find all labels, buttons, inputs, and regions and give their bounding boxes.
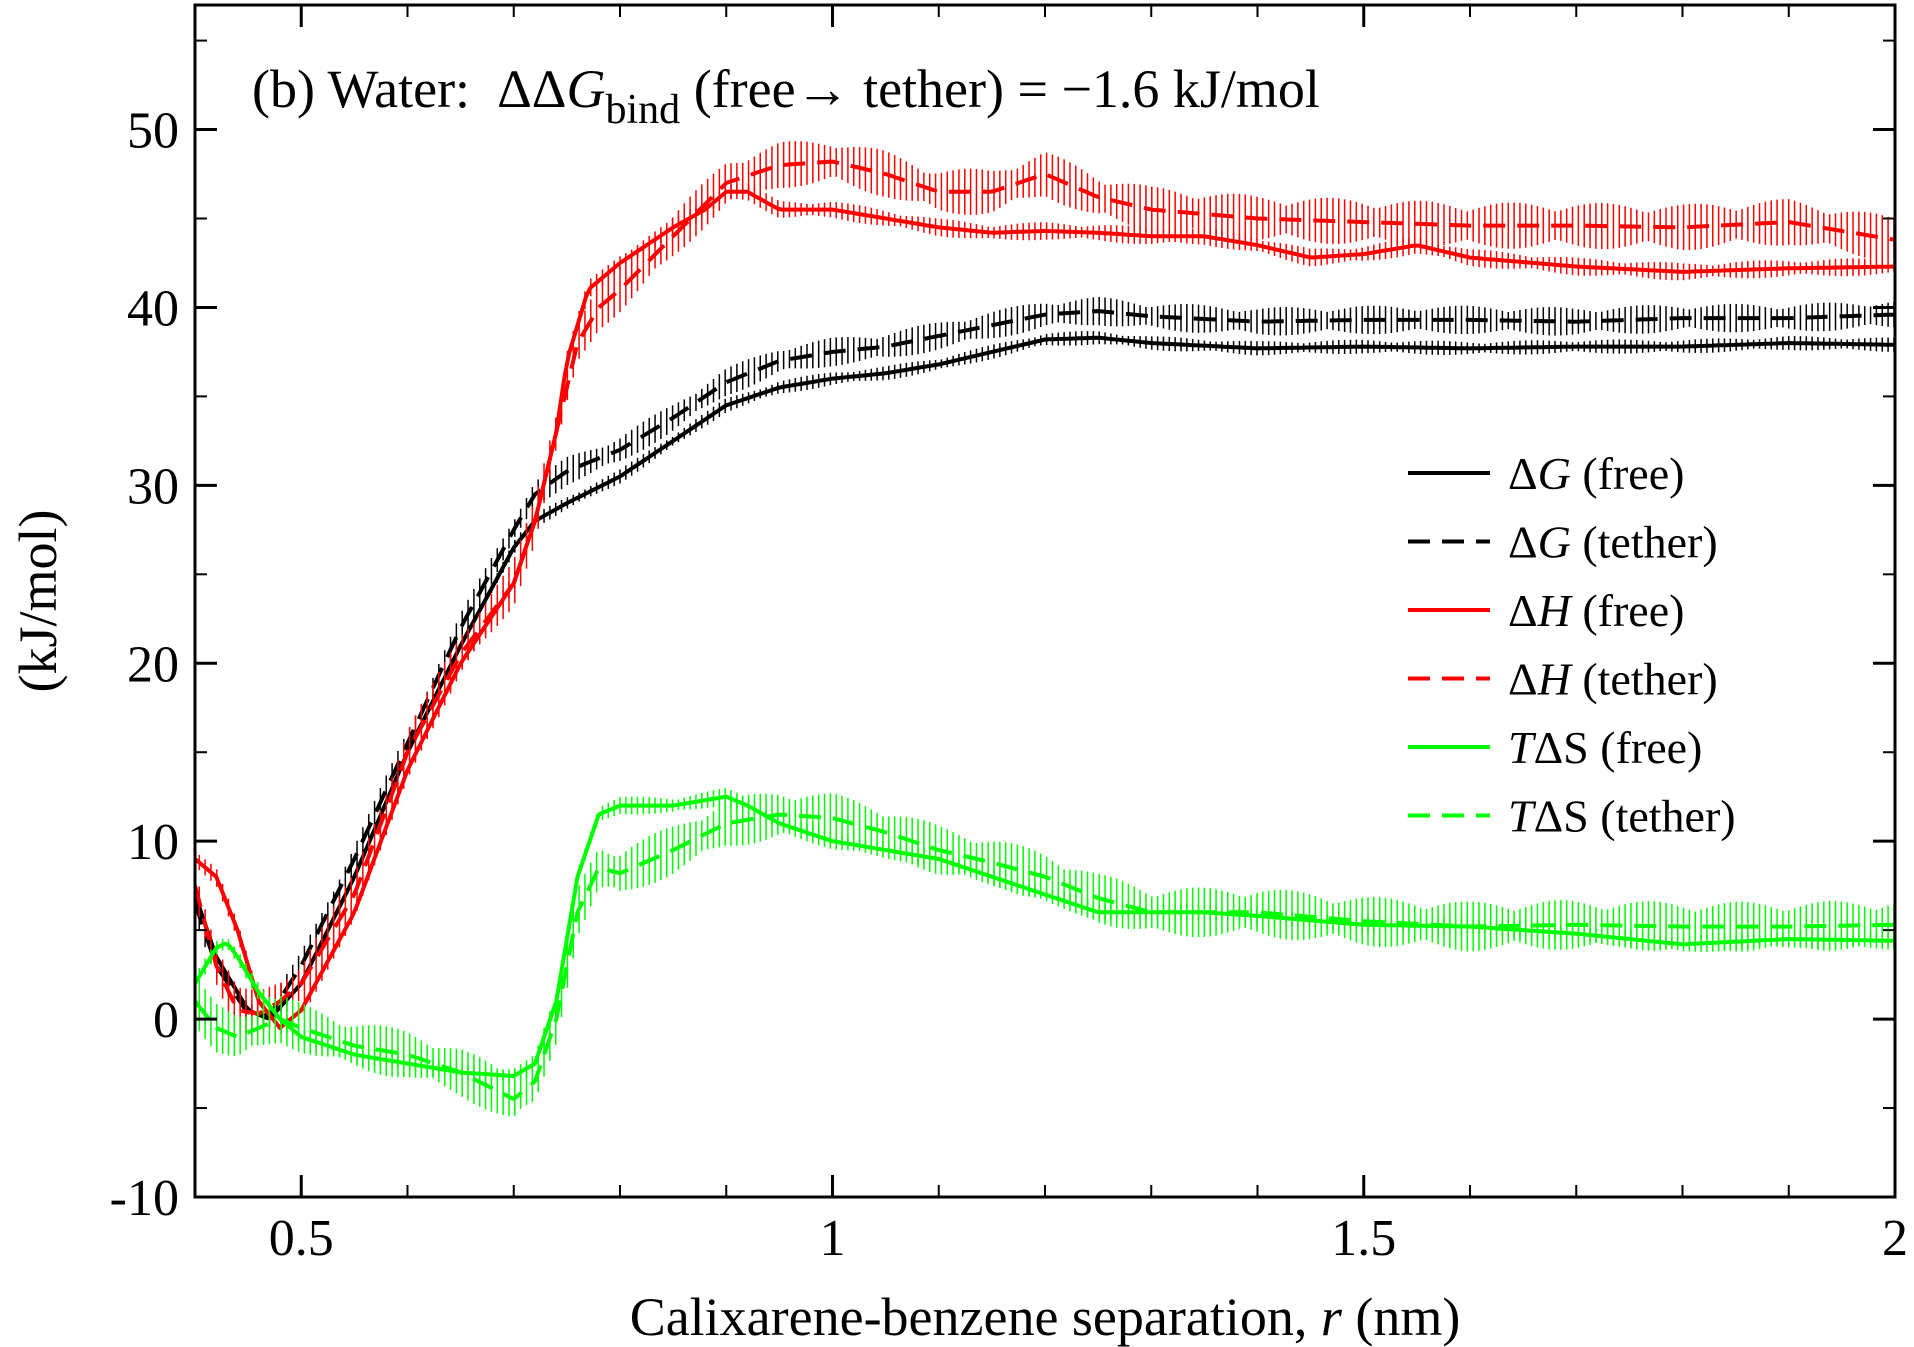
legend-label-pre: Δ <box>1508 585 1538 636</box>
series-line-t-s-free <box>195 794 1895 1078</box>
legend-label-t-s-free: TΔS (free) <box>1508 722 1702 773</box>
title-delta: ΔΔ <box>497 59 566 119</box>
legend-label-italic: H <box>1537 654 1574 705</box>
legend-label-post: (free) <box>1571 585 1685 636</box>
legend-label-italic: G <box>1538 448 1571 499</box>
legend-label-post: (tether) <box>1571 654 1718 705</box>
x-axis-title-prefix: Calixarene-benzene separation, <box>630 1287 1321 1347</box>
y-tick-label: -10 <box>110 1170 179 1227</box>
y-tick-label: 0 <box>153 992 179 1049</box>
legend-label-pre: Δ <box>1508 654 1538 705</box>
x-axis-title-italic: r <box>1321 1287 1343 1347</box>
legend-label-italic: H <box>1537 585 1574 636</box>
legend-label-g-tether: ΔG (tether) <box>1508 517 1718 568</box>
legend-label-h-tether: ΔH (tether) <box>1508 654 1718 705</box>
title-symbol: G <box>567 59 606 119</box>
x-tick-label: 2 <box>1882 1210 1908 1267</box>
x-axis-title-suffix: (nm) <box>1342 1287 1460 1347</box>
legend-label-italic: T <box>1508 722 1537 773</box>
title-middle: (free <box>680 59 795 119</box>
legend-label-h-free: ΔH (free) <box>1508 585 1684 636</box>
legend: ΔG (free)ΔG (tether)ΔH (free)ΔH (tether)… <box>1408 448 1736 842</box>
legend-label-post: ΔS (free) <box>1534 722 1703 773</box>
legend-label-post: (free) <box>1571 448 1685 499</box>
series-layer <box>195 141 1895 1117</box>
series-group <box>195 141 1895 1117</box>
legend-label-pre: Δ <box>1508 517 1538 568</box>
legend-label-g-free: ΔG (free) <box>1508 448 1684 499</box>
title-subscript: bind <box>606 87 681 133</box>
series-line-h-free <box>195 189 1895 1030</box>
x-axis-title: Calixarene-benzene separation, r (nm) <box>630 1287 1461 1347</box>
legend-label-pre: Δ <box>1508 448 1538 499</box>
title-arrow-icon: → <box>796 59 850 119</box>
title-prefix: (b) Water: <box>252 59 497 119</box>
y-tick-label: 50 <box>127 103 179 160</box>
legend-label-post: (tether) <box>1571 517 1718 568</box>
y-tick-label: 40 <box>127 280 179 337</box>
x-tick-label: 0.5 <box>269 1210 334 1267</box>
y-tick-label: 10 <box>127 814 179 871</box>
x-tick-label: 1.5 <box>1331 1210 1396 1267</box>
plot-frame <box>193 3 1897 1199</box>
x-tick-label: 1 <box>820 1210 846 1267</box>
legend-label-post: ΔS (tether) <box>1534 791 1736 842</box>
y-tick-label: 20 <box>127 636 179 693</box>
legend-label-italic: G <box>1538 517 1571 568</box>
chart-title: (b) Water: ΔΔGbind (free→ tether) = −1.6… <box>252 59 1320 133</box>
title-after-arrow: tether) = −1.6 kJ/mol <box>850 59 1320 119</box>
y-axis-title: (kJ/mol) <box>8 510 68 693</box>
ticks-layer: 0.5 1 1.5 2 -10 0 10 20 30 40 50 <box>110 5 1908 1267</box>
series-line-g-tether <box>195 309 1895 1018</box>
series-line-g-free <box>195 335 1895 1021</box>
series-line-t-s-tether <box>195 812 1895 1102</box>
legend-label-t-s-tether: TΔS (tether) <box>1508 791 1736 842</box>
y-tick-label: 30 <box>127 458 179 515</box>
legend-label-italic: T <box>1508 791 1537 842</box>
